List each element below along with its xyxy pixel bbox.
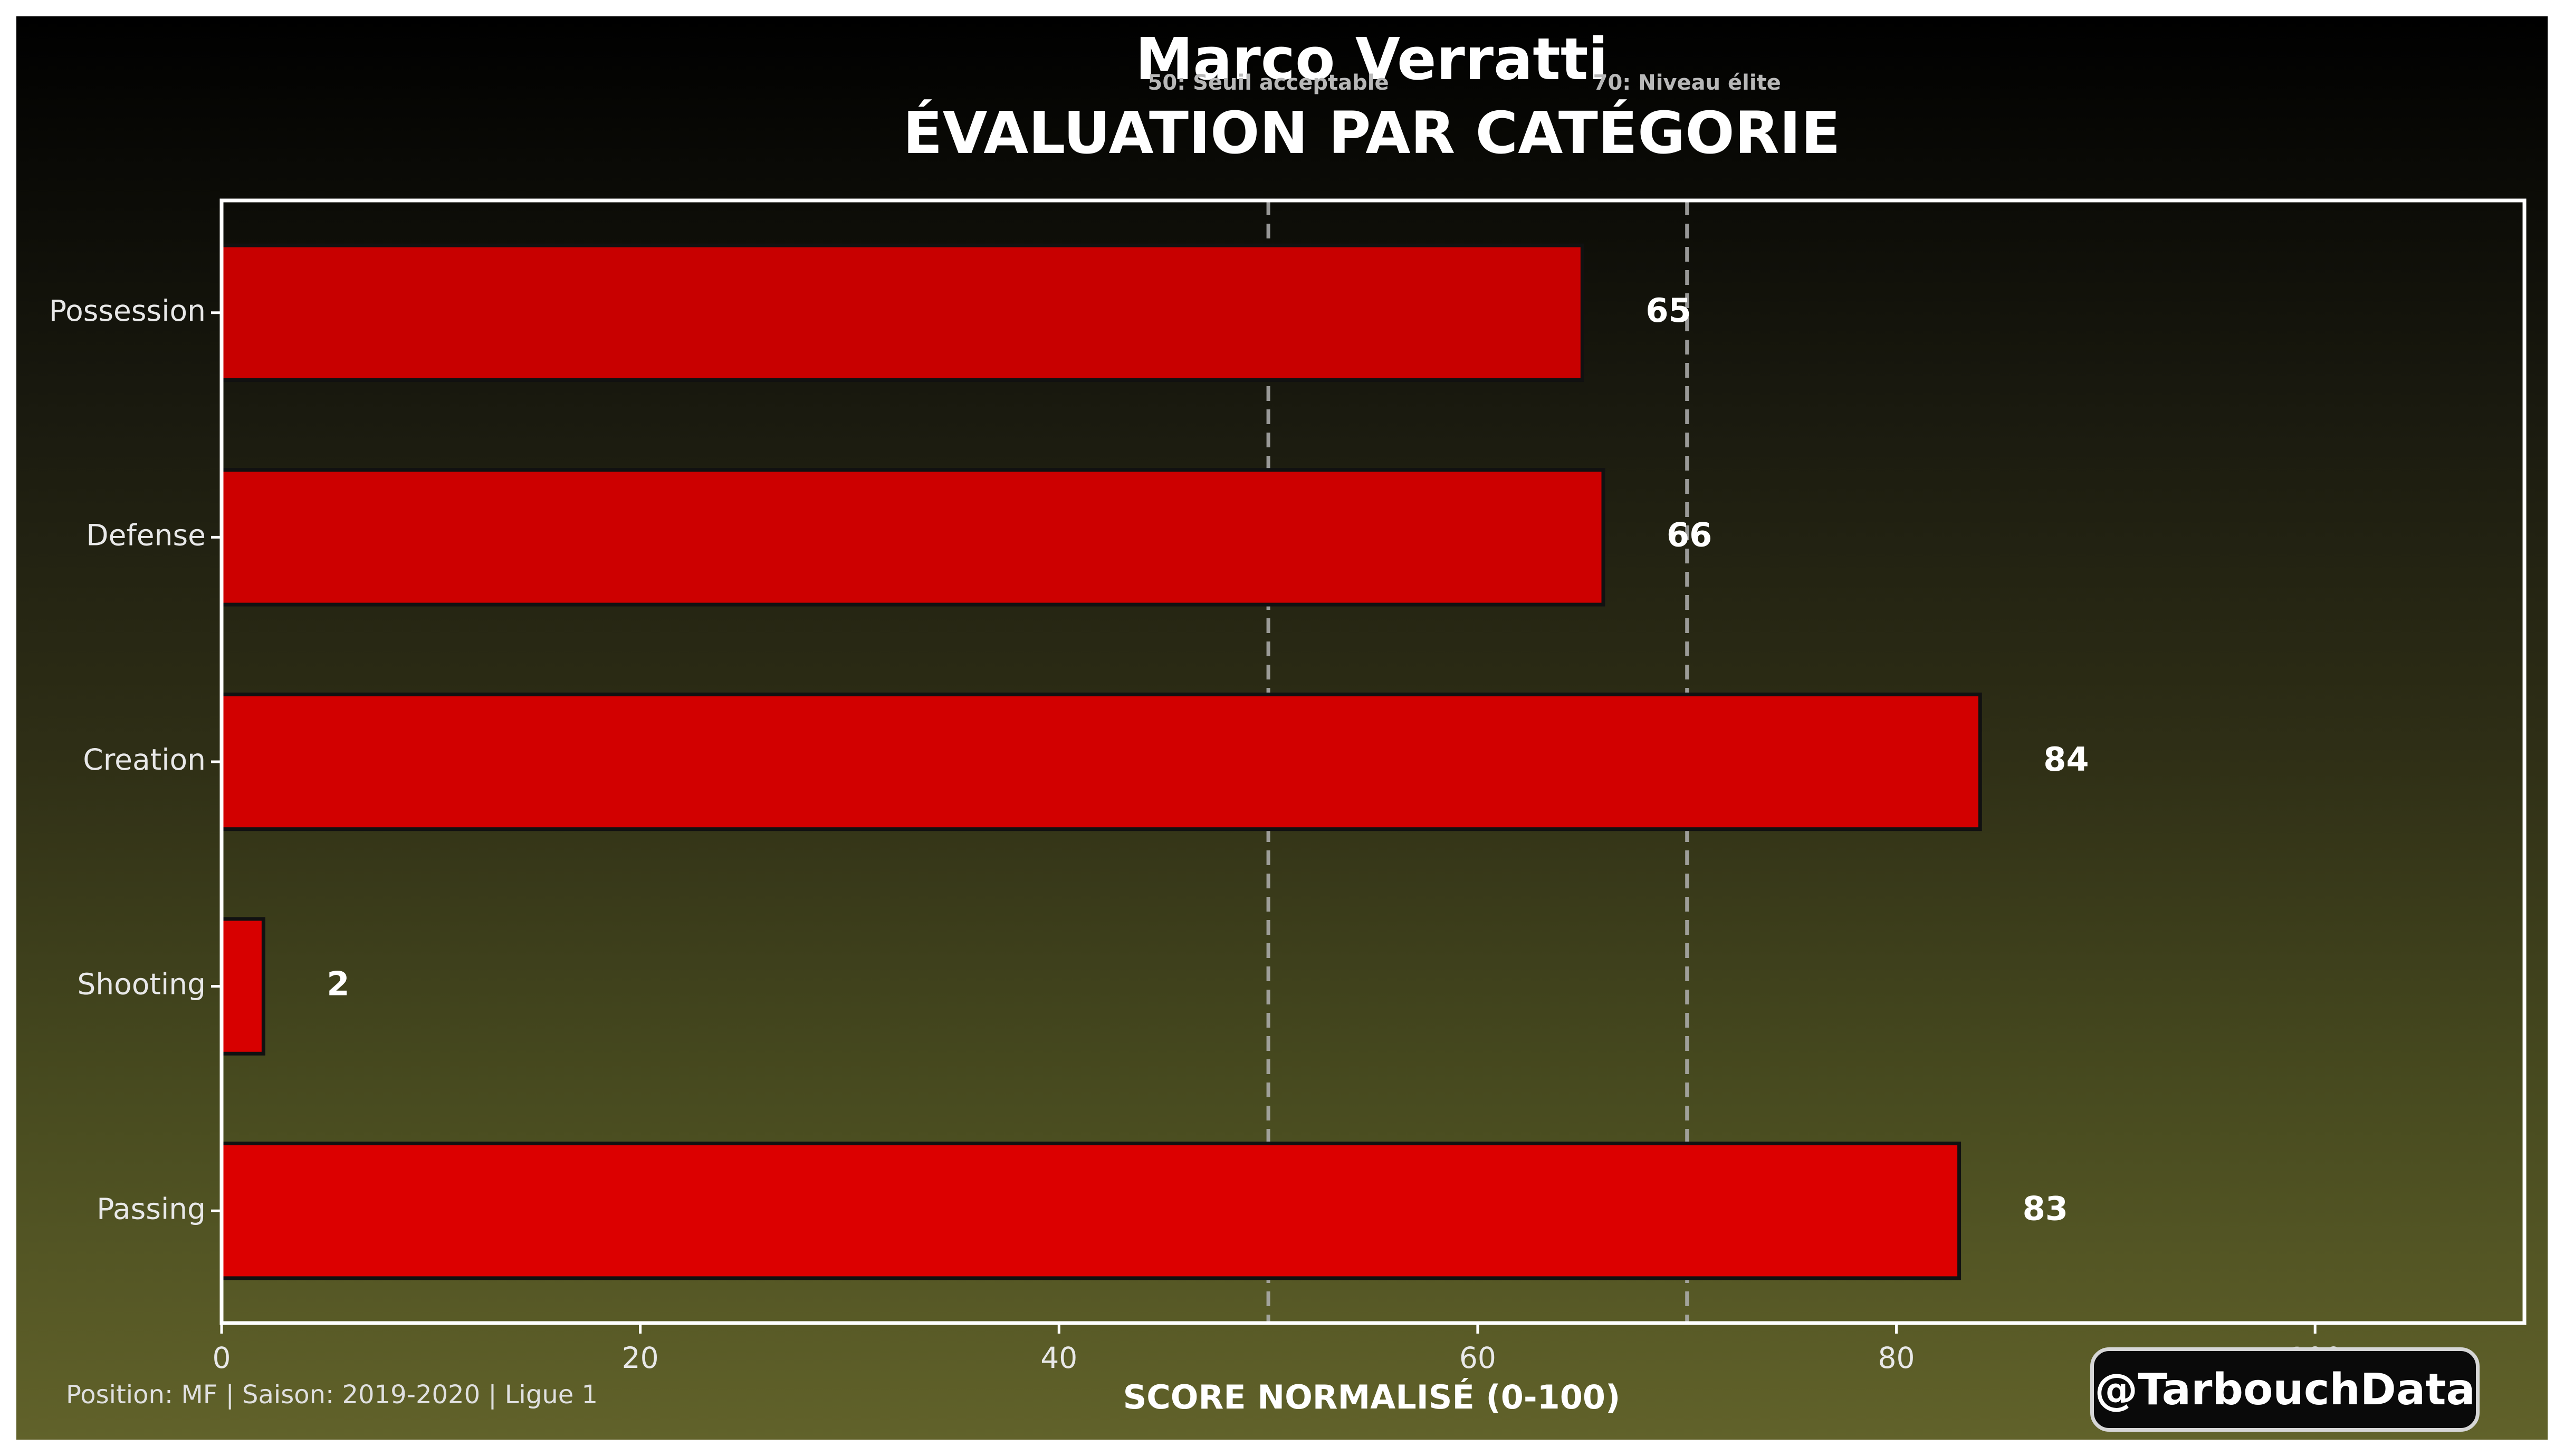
threshold-labels: 50: Seuil acceptable 70: Niveau élite: [1148, 71, 1781, 95]
x-tick-label-60: 60: [1459, 1341, 1496, 1375]
y-tick-label-defense: Defense: [86, 519, 206, 552]
bar-defense: [219, 468, 1605, 607]
bar-possession: [219, 243, 1584, 382]
chart-subtitle: ÉVALUATION PAR CATÉGORIE: [903, 99, 1840, 167]
x-axis: 020406080100: [213, 1323, 2343, 1375]
x-tick-label-20: 20: [622, 1341, 659, 1375]
x-axis-label: SCORE NORMALISÉ (0-100): [1123, 1378, 1621, 1416]
value-label-passing: 83: [2023, 1189, 2068, 1228]
value-label-creation: 84: [2043, 740, 2089, 779]
y-tick-label-passing: Passing: [97, 1192, 206, 1225]
value-label-defense: 66: [1667, 515, 1712, 554]
y-axis: Possession Defense Creation Shooting Passing: [49, 294, 222, 1225]
bars: [219, 243, 1982, 1280]
value-label-shooting: 2: [327, 965, 349, 1003]
plot-border: [219, 198, 2527, 1325]
y-tick-label-possession: Possession: [49, 294, 206, 328]
x-tick-label-0: 0: [213, 1341, 231, 1375]
value-labels: 65 66 84 2 83: [327, 291, 2089, 1228]
x-tick-label-80: 80: [1878, 1341, 1915, 1375]
watermark-badge: @TarbouchData: [2090, 1347, 2480, 1432]
bar-creation: [219, 692, 1982, 831]
y-tick-label-shooting: Shooting: [77, 968, 206, 1001]
threshold-label-70: 70: Niveau élite: [1593, 71, 1781, 95]
bar-passing: [219, 1142, 1962, 1280]
value-label-possession: 65: [1645, 291, 1691, 330]
bar-shooting: [219, 917, 265, 1056]
footer-info: Position: MF | Saison: 2019-2020 | Ligue…: [66, 1380, 598, 1410]
chart-title: Marco Verratti: [1135, 25, 1608, 93]
x-tick-label-40: 40: [1040, 1341, 1077, 1375]
threshold-label-50: 50: Seuil acceptable: [1148, 71, 1389, 95]
y-tick-label-creation: Creation: [83, 743, 206, 777]
